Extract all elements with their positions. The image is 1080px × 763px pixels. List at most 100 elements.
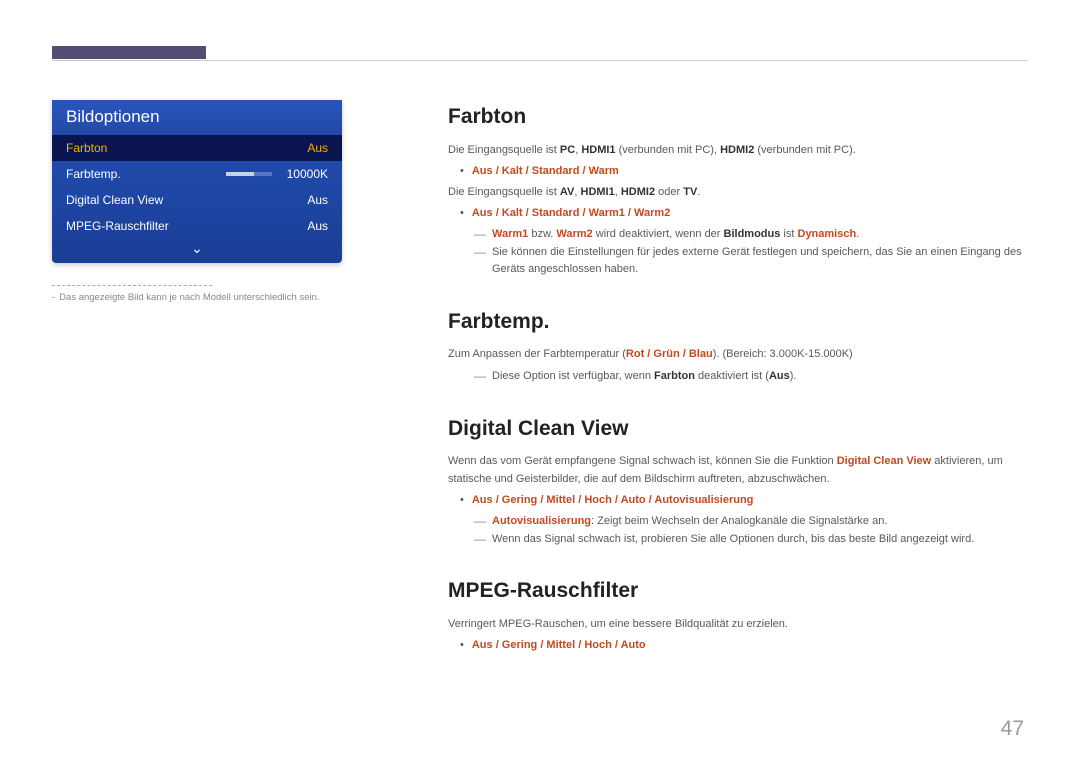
page-number: 47 bbox=[1001, 717, 1024, 741]
bold: TV bbox=[683, 186, 697, 198]
chevron-down-icon[interactable]: ⌄ bbox=[52, 239, 342, 263]
sub-text: Wenn das Signal schwach ist, probieren S… bbox=[492, 531, 1028, 549]
text: Die Eingangsquelle ist bbox=[448, 144, 560, 156]
text: (verbunden mit PC), bbox=[616, 144, 721, 156]
section-dcv: Digital Clean View Wenn das vom Gerät em… bbox=[448, 412, 1028, 549]
dash-icon: ― bbox=[474, 226, 486, 244]
sub-text: Autovisualisierung: Zeigt beim Wechseln … bbox=[492, 513, 1028, 531]
dash-icon: ― bbox=[474, 513, 486, 531]
text: Zum Anpassen der Farbtemperatur ( bbox=[448, 348, 626, 360]
hl: Autovisualisierung bbox=[492, 515, 591, 527]
sub-note: ― Warm1 bzw. Warm2 wird deaktiviert, wen… bbox=[474, 226, 1028, 244]
bold: HDMI1 bbox=[581, 186, 615, 198]
menu-row-farbton[interactable]: Farbton Aus bbox=[52, 135, 342, 161]
menu-row-label: Farbtemp. bbox=[66, 167, 121, 181]
farbtemp-line1: Zum Anpassen der Farbtemperatur (Rot / G… bbox=[448, 346, 1028, 364]
bold: AV bbox=[560, 186, 574, 198]
text: ). (Bereich: 3.000K-15.000K) bbox=[713, 348, 853, 360]
dcv-para: Wenn das vom Gerät empfangene Signal sch… bbox=[448, 453, 1028, 488]
hl: Dynamisch bbox=[798, 228, 857, 240]
farbton-line2: Die Eingangsquelle ist AV, HDMI1, HDMI2 … bbox=[448, 184, 1028, 202]
option-list: Aus / Gering / Mittel / Hoch / Auto / Au… bbox=[472, 494, 754, 506]
dash-icon: ― bbox=[474, 244, 486, 279]
text: bzw. bbox=[528, 228, 556, 240]
text: ist bbox=[780, 228, 797, 240]
menu-row-value-cell: 10000K bbox=[226, 167, 328, 181]
bold: PC bbox=[560, 144, 575, 156]
sub-note: ― Autovisualisierung: Zeigt beim Wechsel… bbox=[474, 513, 1028, 531]
farbton-line1: Die Eingangsquelle ist PC, HDMI1 (verbun… bbox=[448, 142, 1028, 160]
menu-row-mpeg[interactable]: MPEG-Rauschfilter Aus bbox=[52, 213, 342, 239]
dash-icon: ― bbox=[474, 531, 486, 549]
slider-fill bbox=[226, 172, 254, 176]
bullet-item: Aus / Gering / Mittel / Hoch / Auto bbox=[460, 637, 1028, 655]
option-list: Aus / Gering / Mittel / Hoch / Auto bbox=[472, 639, 646, 651]
menu-row-farbtemp[interactable]: Farbtemp. 10000K bbox=[52, 161, 342, 187]
sub-note: ― Diese Option ist verfügbar, wenn Farbt… bbox=[474, 368, 1028, 386]
bullet-item: Aus / Kalt / Standard / Warm1 / Warm2 bbox=[460, 205, 1028, 223]
heading-farbtemp: Farbtemp. bbox=[448, 305, 1028, 339]
option-list: Aus / Kalt / Standard / Warm1 / Warm2 bbox=[472, 207, 670, 219]
sub-note: ― Sie können die Einstellungen für jedes… bbox=[474, 244, 1028, 279]
sub-text: Sie können die Einstellungen für jedes e… bbox=[492, 244, 1028, 279]
bold: HDMI2 bbox=[621, 186, 655, 198]
menu-title: Bildoptionen bbox=[52, 100, 342, 135]
bullet-item: Aus / Gering / Mittel / Hoch / Auto / Au… bbox=[460, 492, 1028, 510]
footnote-separator bbox=[52, 285, 212, 286]
text: (verbunden mit PC). bbox=[754, 144, 855, 156]
heading-mpeg: MPEG-Rauschfilter bbox=[448, 574, 1028, 608]
bold: Farbton bbox=[654, 370, 695, 382]
mpeg-para: Verringert MPEG-Rauschen, um eine besser… bbox=[448, 616, 1028, 634]
text: deaktiviert ist ( bbox=[695, 370, 769, 382]
text: Wenn das vom Gerät empfangene Signal sch… bbox=[448, 455, 837, 467]
menu-row-label: Digital Clean View bbox=[66, 193, 163, 207]
text: oder bbox=[655, 186, 683, 198]
hl: Digital Clean View bbox=[837, 455, 932, 467]
text: Die Eingangsquelle ist bbox=[448, 186, 560, 198]
bullet-list: Aus / Gering / Mittel / Hoch / Auto / Au… bbox=[460, 492, 1028, 510]
menu-row-label: MPEG-Rauschfilter bbox=[66, 219, 169, 233]
bullet-list: Aus / Kalt / Standard / Warm bbox=[460, 163, 1028, 181]
header-rule bbox=[52, 60, 1028, 61]
text: . bbox=[697, 186, 700, 198]
option-list: Aus / Kalt / Standard / Warm bbox=[472, 165, 619, 177]
sub-note: ― Wenn das Signal schwach ist, probieren… bbox=[474, 531, 1028, 549]
sub-text: Warm1 bzw. Warm2 wird deaktiviert, wenn … bbox=[492, 226, 1028, 244]
text: Diese Option ist verfügbar, wenn bbox=[492, 370, 654, 382]
bold: HDMI2 bbox=[720, 144, 754, 156]
heading-farbton: Farbton bbox=[448, 100, 1028, 134]
left-footnote: - Das angezeigte Bild kann je nach Model… bbox=[52, 292, 400, 303]
heading-dcv: Digital Clean View bbox=[448, 412, 1028, 446]
menu-row-value: Aus bbox=[307, 193, 328, 207]
bullet-list: Aus / Kalt / Standard / Warm1 / Warm2 bbox=[460, 205, 1028, 223]
footnote-dash: - bbox=[52, 292, 55, 303]
text: . bbox=[856, 228, 859, 240]
menu-row-dcv[interactable]: Digital Clean View Aus bbox=[52, 187, 342, 213]
hl: Warm1 bbox=[492, 228, 528, 240]
text: ). bbox=[790, 370, 797, 382]
tab-marker bbox=[52, 46, 206, 59]
bullet-list: Aus / Gering / Mittel / Hoch / Auto bbox=[460, 637, 1028, 655]
section-mpeg: MPEG-Rauschfilter Verringert MPEG-Rausch… bbox=[448, 574, 1028, 655]
text: wird deaktiviert, wenn der bbox=[593, 228, 724, 240]
sub-text: Diese Option ist verfügbar, wenn Farbton… bbox=[492, 368, 1028, 386]
menu-row-value: Aus bbox=[307, 141, 328, 155]
bold: Bildmodus bbox=[724, 228, 781, 240]
right-column: Farbton Die Eingangsquelle ist PC, HDMI1… bbox=[448, 100, 1028, 681]
footnote-text: Das angezeigte Bild kann je nach Modell … bbox=[59, 292, 319, 303]
hl: Warm2 bbox=[556, 228, 592, 240]
menu-row-label: Farbton bbox=[66, 141, 107, 155]
bold: Aus bbox=[769, 370, 790, 382]
page-content: Bildoptionen Farbton Aus Farbtemp. 10000… bbox=[52, 100, 1028, 723]
bold: HDMI1 bbox=[581, 144, 615, 156]
menu-bildoptionen: Bildoptionen Farbton Aus Farbtemp. 10000… bbox=[52, 100, 342, 263]
slider-track bbox=[226, 172, 272, 176]
section-farbtemp: Farbtemp. Zum Anpassen der Farbtemperatu… bbox=[448, 305, 1028, 386]
hl: Rot / Grün / Blau bbox=[626, 348, 713, 360]
dash-icon: ― bbox=[474, 368, 486, 386]
bullet-item: Aus / Kalt / Standard / Warm bbox=[460, 163, 1028, 181]
text: : Zeigt beim Wechseln der Analogkanäle d… bbox=[591, 515, 887, 527]
menu-row-value: 10000K bbox=[278, 167, 328, 181]
left-column: Bildoptionen Farbton Aus Farbtemp. 10000… bbox=[52, 100, 400, 303]
section-farbton: Farbton Die Eingangsquelle ist PC, HDMI1… bbox=[448, 100, 1028, 279]
